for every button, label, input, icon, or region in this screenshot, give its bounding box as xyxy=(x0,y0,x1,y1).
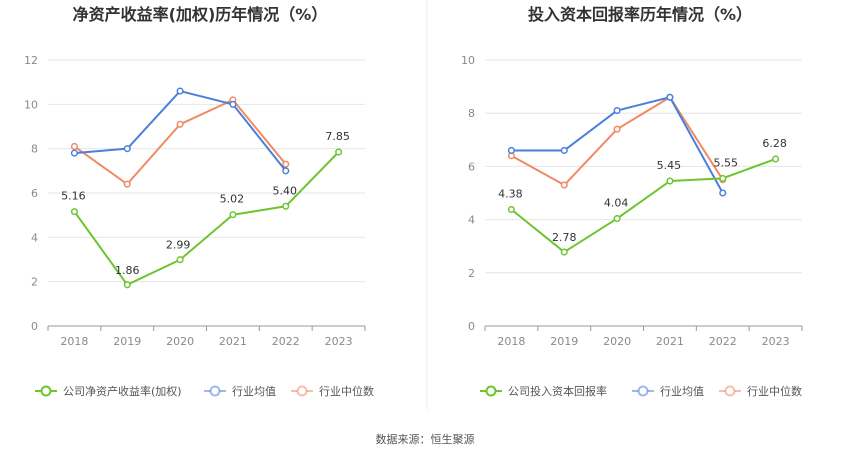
data-label: 4.04 xyxy=(604,197,629,210)
data-source-label: 数据来源：恒生聚源 xyxy=(376,432,475,446)
legend-marker-company xyxy=(485,385,497,397)
data-point-avg xyxy=(507,146,515,154)
x-tick-label: 2021 xyxy=(219,335,247,348)
data-point-avg xyxy=(282,167,290,175)
y-tick-label: 12 xyxy=(24,54,38,67)
data-point-company xyxy=(123,281,131,289)
data-point-company xyxy=(613,214,621,223)
y-tick-label: 2 xyxy=(31,276,38,289)
data-label: 5.55 xyxy=(714,156,739,169)
y-tick-label: 6 xyxy=(468,160,475,173)
y-tick-label: 0 xyxy=(31,320,38,333)
data-point-company xyxy=(335,148,343,156)
x-tick-label: 2018 xyxy=(497,335,525,348)
data-point-avg xyxy=(666,93,674,101)
data-point-company xyxy=(507,205,515,214)
data-point-median xyxy=(282,160,290,168)
y-tick-label: 4 xyxy=(468,214,475,227)
y-tick-label: 8 xyxy=(31,143,38,156)
data-label: 7.85 xyxy=(325,130,350,143)
legend-marker-median xyxy=(724,385,736,397)
x-tick-label: 2023 xyxy=(762,335,790,348)
series-line-company xyxy=(73,151,340,286)
y-tick-label: 2 xyxy=(468,267,475,280)
data-point-avg xyxy=(719,189,727,197)
y-tick-label: 10 xyxy=(461,54,475,67)
x-tick-label: 2020 xyxy=(166,335,194,348)
legend-marker-avg xyxy=(209,385,221,397)
legend-marker-avg xyxy=(637,385,649,397)
roe-chart: 0 2 4 6 8 10 12 2018 2019 2020 2021 2022 2023 5.16 1.8… xyxy=(24,54,374,398)
data-point-median xyxy=(560,181,568,189)
legend-label: 行业均值 xyxy=(232,385,276,398)
data-label: 5.45 xyxy=(657,159,682,172)
legend-label: 公司投入资本回报率 xyxy=(508,384,607,398)
legend-label: 行业均值 xyxy=(660,385,704,398)
data-point-company xyxy=(772,155,780,163)
data-point-median xyxy=(613,125,621,133)
legend-marker-company xyxy=(40,385,52,397)
data-point-median xyxy=(123,180,131,188)
data-point-company xyxy=(229,211,237,219)
data-point-company xyxy=(282,202,290,210)
y-tick-label: 8 xyxy=(468,107,475,120)
data-label: 2.99 xyxy=(166,239,191,252)
x-tick-label: 2020 xyxy=(603,335,631,348)
x-tick-label: 2018 xyxy=(60,335,88,348)
x-tick-label: 2022 xyxy=(709,335,737,348)
data-label: 1.86 xyxy=(115,264,140,277)
x-tick-label: 2019 xyxy=(113,335,141,348)
data-point-company xyxy=(560,248,568,256)
legend-marker-median xyxy=(296,385,308,397)
y-tick-label: 4 xyxy=(31,231,38,244)
data-label: 6.28 xyxy=(762,137,787,150)
data-label: 2.78 xyxy=(552,231,577,244)
roic-chart: 0 2 4 6 8 10 2018 2019 2020 2021 2022 2023 4.38 2.78 4… xyxy=(461,54,803,398)
data-label: 4.38 xyxy=(498,187,523,200)
legend-label: 行业中位数 xyxy=(319,384,374,398)
x-tick-label: 2022 xyxy=(272,335,300,348)
x-tick-label: 2023 xyxy=(325,335,353,348)
data-point-avg xyxy=(560,146,568,154)
data-point-company xyxy=(70,208,78,216)
series-line-company xyxy=(510,158,776,254)
data-point-avg xyxy=(123,145,131,153)
data-point-company xyxy=(719,174,727,182)
legend-label: 行业中位数 xyxy=(747,384,802,398)
data-point-company xyxy=(176,256,184,264)
x-tick-label: 2021 xyxy=(656,335,684,348)
data-label: 5.40 xyxy=(273,184,298,197)
y-tick-label: 10 xyxy=(24,98,38,111)
y-tick-label: 6 xyxy=(31,187,38,200)
x-tick-label: 2019 xyxy=(550,335,578,348)
series-line-avg xyxy=(74,90,287,172)
data-label: 5.02 xyxy=(220,193,245,206)
data-label: 5.16 xyxy=(61,190,86,203)
data-point-median xyxy=(176,120,184,128)
data-point-avg xyxy=(70,149,78,157)
chart-title: 净资产收益率(加权)历年情况（%） xyxy=(73,5,328,24)
data-point-company xyxy=(666,177,674,185)
y-tick-label: 0 xyxy=(468,320,475,333)
data-point-avg xyxy=(229,100,237,108)
data-point-median xyxy=(70,142,78,150)
data-point-avg xyxy=(176,87,184,95)
data-point-avg xyxy=(613,106,621,115)
series-line-median xyxy=(73,98,287,186)
legend-label: 公司净资产收益率(加权) xyxy=(63,384,182,398)
chart-title: 投入资本回报率历年情况（%） xyxy=(528,5,752,24)
